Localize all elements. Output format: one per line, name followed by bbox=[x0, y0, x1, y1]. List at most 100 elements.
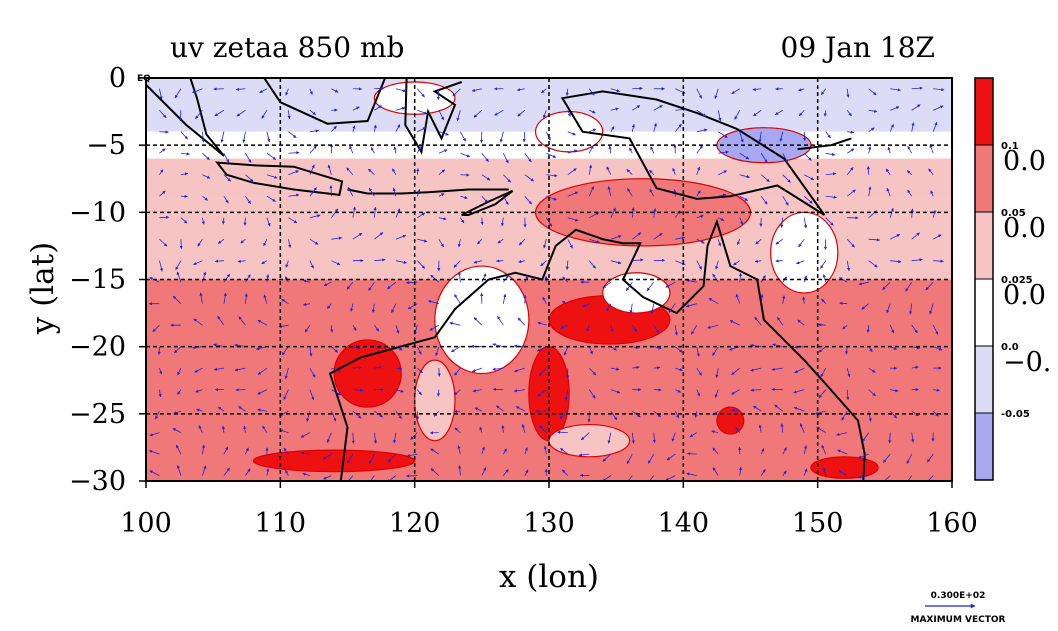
wind-vector-558 bbox=[775, 238, 783, 245]
wind-vector-188 bbox=[346, 453, 354, 464]
wind-vector-331 bbox=[518, 259, 525, 264]
wind-vector-636 bbox=[858, 281, 869, 286]
vector-key-label: MAXIMUM VECTOR bbox=[910, 615, 1005, 625]
wind-vector-604 bbox=[814, 410, 826, 415]
wind-vector-122 bbox=[285, 260, 289, 268]
wind-vector-575 bbox=[803, 195, 813, 204]
wind-vector-238 bbox=[407, 303, 418, 310]
wind-vector-394 bbox=[588, 389, 596, 399]
wind-vector-190 bbox=[374, 86, 385, 90]
wind-vector-681 bbox=[911, 432, 915, 443]
wind-vector-361 bbox=[565, 88, 569, 96]
wind-vector-367 bbox=[567, 217, 579, 222]
wind-vector-421 bbox=[629, 147, 633, 154]
wind-vector-178 bbox=[352, 232, 363, 240]
wind-vector-532 bbox=[752, 87, 762, 91]
wind-vector-322 bbox=[503, 469, 509, 476]
wind-vector-688 bbox=[928, 168, 934, 175]
wind-vector-219 bbox=[391, 303, 397, 313]
wind-vector-37 bbox=[176, 465, 182, 476]
wind-vector-355 bbox=[538, 367, 547, 377]
wind-vector-299 bbox=[472, 389, 482, 393]
wind-vector-1 bbox=[159, 109, 167, 119]
wind-vector-598 bbox=[822, 274, 827, 283]
wind-vector-13 bbox=[159, 368, 163, 375]
wind-vector-64 bbox=[217, 238, 225, 244]
wind-vector-594 bbox=[825, 195, 837, 199]
wind-vector-638 bbox=[866, 325, 870, 333]
wind-vector-695 bbox=[932, 324, 939, 335]
wind-vector-279 bbox=[454, 367, 461, 376]
wind-vector-170 bbox=[323, 475, 332, 480]
wind-vector-637 bbox=[861, 303, 869, 310]
wind-vector-520 bbox=[737, 239, 741, 246]
wind-vector-184 bbox=[352, 366, 363, 370]
wind-vector-36 bbox=[175, 444, 182, 455]
wind-vector-468 bbox=[675, 346, 683, 353]
wind-vector-237 bbox=[406, 281, 418, 285]
wind-vector-525 bbox=[728, 346, 740, 351]
wind-vector-168 bbox=[326, 432, 332, 443]
wind-vector-199 bbox=[368, 281, 375, 291]
wind-vector-286 bbox=[473, 109, 483, 118]
wind-vector-7 bbox=[159, 238, 168, 247]
wind-vector-93 bbox=[245, 447, 249, 455]
wind-vector-54 bbox=[198, 425, 203, 433]
wind-vector-364 bbox=[567, 149, 578, 154]
wind-vector-132 bbox=[285, 469, 289, 476]
wind-vector-454 bbox=[647, 453, 655, 464]
wind-vector-339 bbox=[521, 424, 526, 433]
wind-vector-321 bbox=[502, 448, 507, 455]
wind-vector-677 bbox=[911, 346, 921, 350]
wind-vector-460 bbox=[672, 167, 676, 175]
wind-vector-691 bbox=[932, 234, 942, 240]
wind-vector-626 bbox=[838, 470, 848, 476]
wind-vector-309 bbox=[502, 196, 509, 205]
wind-vector-669 bbox=[906, 170, 912, 176]
wind-vector-276 bbox=[454, 294, 461, 304]
wind-vector-345 bbox=[546, 152, 557, 158]
wind-vector-356 bbox=[537, 389, 547, 397]
wind-vector-635 bbox=[868, 260, 878, 268]
colorbar-level-label-3: 0.0 bbox=[1001, 342, 1019, 353]
wind-vector-5 bbox=[159, 190, 166, 197]
wind-vector-407 bbox=[610, 260, 622, 265]
wind-vector-85 bbox=[245, 274, 251, 283]
wind-vector-317 bbox=[492, 367, 504, 371]
x-tick-label-150: 150 bbox=[792, 508, 844, 539]
wind-vector-657 bbox=[889, 325, 895, 334]
wind-vector-378 bbox=[560, 448, 569, 455]
wind-vector-382 bbox=[589, 128, 597, 133]
wind-vector-380 bbox=[588, 88, 595, 96]
wind-vector-656 bbox=[886, 303, 891, 314]
wind-vector-533 bbox=[753, 109, 762, 117]
wind-vector-431 bbox=[632, 365, 640, 370]
wind-vector-474 bbox=[665, 475, 676, 481]
wind-vector-493 bbox=[686, 472, 697, 477]
wind-vector-381 bbox=[589, 109, 596, 114]
wind-vector-334 bbox=[517, 317, 526, 326]
wind-vector-191 bbox=[374, 105, 382, 111]
wind-vector-78 bbox=[242, 131, 246, 143]
wind-vector-584 bbox=[793, 389, 805, 394]
wind-vector-597 bbox=[820, 260, 827, 269]
wind-vector-439 bbox=[653, 122, 657, 132]
wind-vector-405 bbox=[610, 207, 616, 218]
x-axis-label: x (lon) bbox=[499, 559, 599, 595]
wind-vector-138 bbox=[309, 187, 317, 197]
wind-vector-83 bbox=[240, 238, 246, 244]
wind-vector-510 bbox=[711, 430, 719, 434]
wind-vector-644 bbox=[858, 453, 869, 459]
wind-vector-113 bbox=[266, 468, 270, 476]
wind-vector-249 bbox=[438, 131, 449, 136]
wind-vector-348 bbox=[545, 217, 553, 227]
wind-vector-89 bbox=[234, 367, 246, 372]
wind-vector-696 bbox=[933, 346, 943, 351]
wind-vector-22 bbox=[180, 152, 190, 156]
wind-vector-33 bbox=[177, 389, 182, 395]
wind-vector-223 bbox=[395, 389, 404, 393]
wind-vector-242 bbox=[417, 389, 422, 396]
wind-vector-110 bbox=[257, 408, 267, 412]
wind-vector-649 bbox=[887, 146, 891, 154]
wind-vector-487 bbox=[696, 346, 700, 357]
